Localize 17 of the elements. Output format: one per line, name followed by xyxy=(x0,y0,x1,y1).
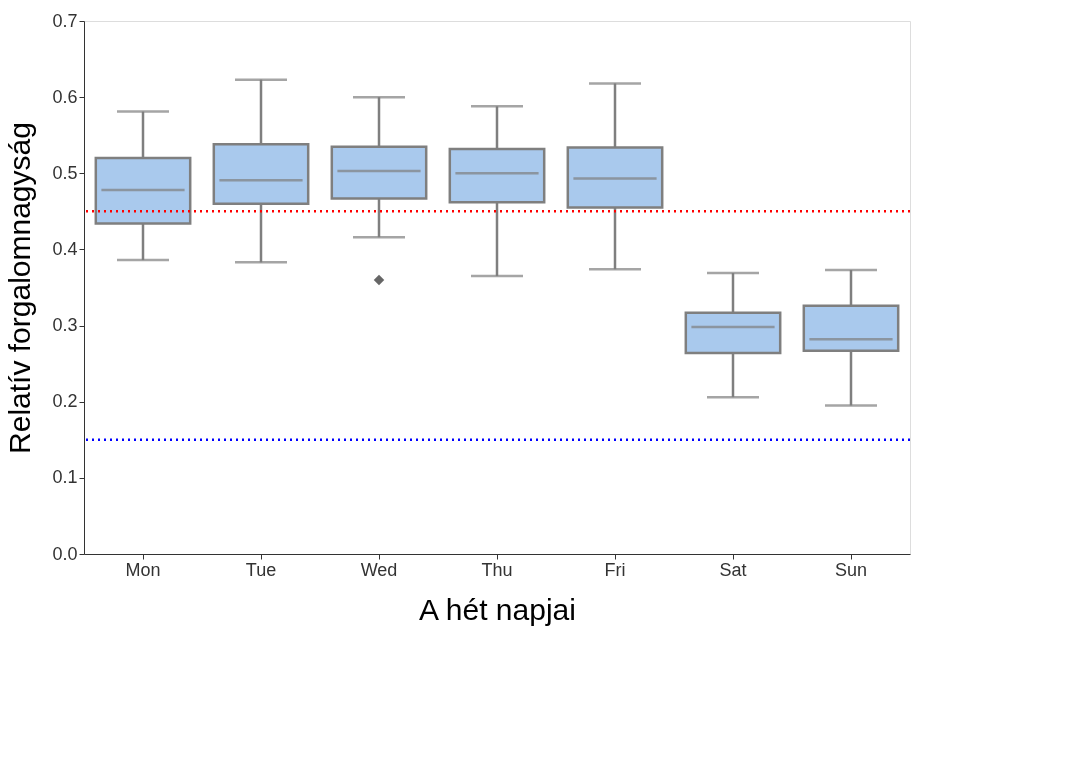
y-axis-title: Relatív forgalomnagyság xyxy=(3,122,37,454)
x-tick-label: Wed xyxy=(360,559,398,580)
x-tick-label: Sun xyxy=(834,559,868,580)
y-tick-label: 0.6 xyxy=(52,86,78,107)
x-tick-label: Tue xyxy=(245,559,277,580)
y-tick-label: 0.4 xyxy=(52,238,78,259)
x-tick-label: Thu xyxy=(481,559,513,580)
y-tick-label: 0.3 xyxy=(52,315,78,336)
y-tick-label: 0.0 xyxy=(52,543,78,564)
y-tick-label: 0.5 xyxy=(52,162,78,183)
y-tick-label: 0.2 xyxy=(52,391,78,412)
x-tick-label: Sat xyxy=(719,559,747,580)
x-tick-label: Mon xyxy=(125,559,161,580)
y-tick-label: 0.1 xyxy=(52,467,78,488)
y-tick-label: 0.7 xyxy=(52,10,78,31)
x-tick-label: Fri xyxy=(604,559,626,580)
x-axis-title: A hét napjai xyxy=(419,592,576,626)
